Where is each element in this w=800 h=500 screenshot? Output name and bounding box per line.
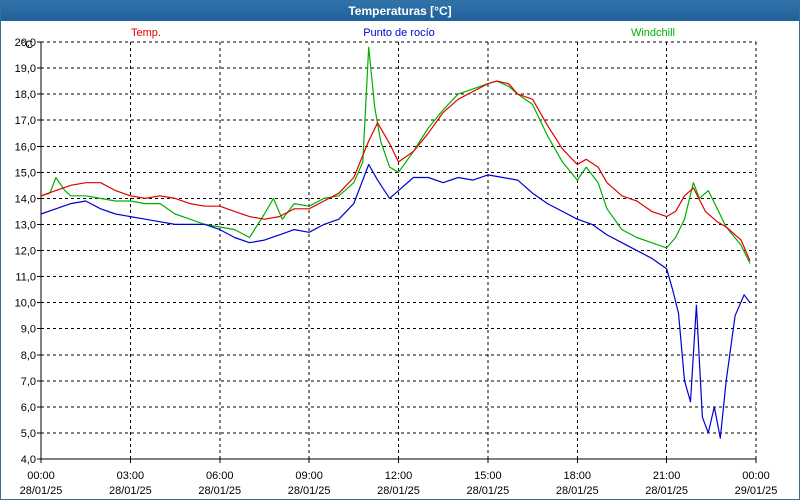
y-tick-label: 20,0 (15, 37, 36, 49)
legend-item-punto-de-roc-o: Punto de rocío (363, 27, 435, 39)
temperature-chart: 4,0 5,0 6,0 7,0 8,0 9,0 10,0 11,0 12,0 13,0 14,0 15… (15, 27, 778, 497)
x-axis-tick-labels: 00:00 28/01/25 03:00 28/01/25 06:00 28/01/25 0… (20, 470, 778, 497)
x-tick-time-label: 00:00 (742, 470, 770, 482)
y-tick-label: 12,0 (15, 246, 36, 258)
chart-series (40, 46, 751, 439)
legend-item-temp-: Temp. (131, 27, 161, 39)
x-tick-date-label: 28/01/25 (466, 485, 509, 497)
x-tick-time-label: 18:00 (563, 470, 591, 482)
series-line-punto-de-roc-o (40, 163, 751, 439)
y-tick-label: 10,0 (15, 298, 36, 310)
y-tick-label: 11,0 (15, 272, 36, 284)
y-axis-unit-label: °C (21, 39, 33, 51)
x-tick-time-label: 15:00 (474, 470, 502, 482)
y-tick-label: 7,0 (21, 376, 36, 388)
chart-legend: Temp. Punto de rocío Windchill (131, 27, 675, 39)
y-tick-label: 4,0 (21, 454, 36, 466)
x-tick-time-label: 09:00 (295, 470, 323, 482)
y-tick-label: 19,0 (15, 63, 36, 75)
x-tick-date-label: 28/01/25 (377, 485, 420, 497)
y-tick-label: 16,0 (15, 141, 36, 153)
x-tick-time-label: 06:00 (206, 470, 234, 482)
y-tick-label: 9,0 (21, 324, 36, 336)
y-tick-label: 14,0 (15, 193, 36, 205)
chart-title: Temperaturas [°C] (1, 1, 799, 21)
x-tick-time-label: 12:00 (385, 470, 413, 482)
y-tick-label: 8,0 (21, 350, 36, 362)
chart-axes (37, 41, 757, 463)
series-line-temp- (40, 80, 751, 262)
x-tick-date-label: 28/01/25 (645, 485, 688, 497)
y-tick-label: 13,0 (15, 219, 36, 231)
x-tick-time-label: 03:00 (117, 470, 145, 482)
y-tick-label: 18,0 (15, 89, 36, 101)
x-tick-date-label: 28/01/25 (288, 485, 331, 497)
x-tick-date-label: 28/01/25 (556, 485, 599, 497)
x-tick-time-label: 21:00 (653, 470, 681, 482)
y-axis-tick-labels: 4,0 5,0 6,0 7,0 8,0 9,0 10,0 11,0 12,0 13,0 14,0 15… (15, 37, 36, 466)
y-tick-label: 5,0 (21, 428, 36, 440)
x-tick-date-label: 28/01/25 (198, 485, 241, 497)
y-tick-label: 17,0 (15, 115, 36, 127)
x-tick-time-label: 00:00 (27, 470, 55, 482)
legend-item-windchill: Windchill (631, 27, 675, 39)
y-tick-label: 15,0 (15, 167, 36, 179)
x-tick-date-label: 28/01/25 (20, 485, 63, 497)
x-tick-date-label: 29/01/25 (735, 485, 778, 497)
y-tick-label: 6,0 (21, 402, 36, 414)
series-line-windchill (40, 46, 751, 264)
x-tick-date-label: 28/01/25 (109, 485, 152, 497)
chart-grid (41, 41, 757, 459)
